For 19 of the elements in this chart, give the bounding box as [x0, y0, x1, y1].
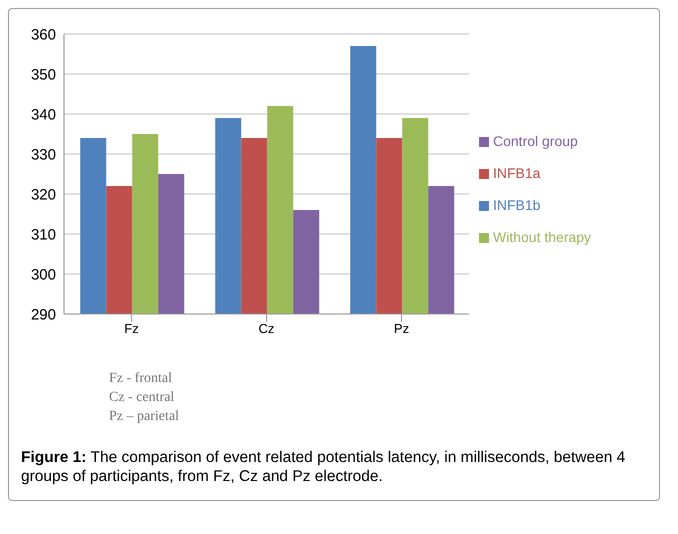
x-tick-label: Pz: [394, 321, 410, 336]
y-tick-label: 360: [30, 26, 56, 44]
legend-label: INFB1b: [493, 197, 540, 213]
text: Cz - central: [109, 389, 176, 407]
legend-label: Control group: [493, 133, 578, 149]
y-tick-label: 310: [30, 226, 56, 244]
x-tick-label: Fz: [124, 321, 139, 336]
legend-label: INFB1a: [493, 165, 540, 181]
x-tick-label: Cz: [258, 321, 274, 336]
y-tick-label: 340: [30, 106, 56, 124]
caption: Figure 1: The comparison of event related potentials latency, in milliseconds, between 4 groups of participants, from Fz, Cz and Pz electrode.: [21, 448, 626, 486]
text: Fz - frontal: [109, 370, 173, 388]
y-tick-label: 330: [30, 146, 56, 164]
y-tick-label: 320: [30, 186, 56, 204]
y-tick-label: 300: [30, 266, 56, 284]
legend-label: Without therapy: [493, 229, 592, 245]
y-tick-label: 350: [30, 66, 56, 84]
y-tick-label: 290: [30, 306, 56, 324]
text: Pz – parietal: [109, 408, 180, 426]
